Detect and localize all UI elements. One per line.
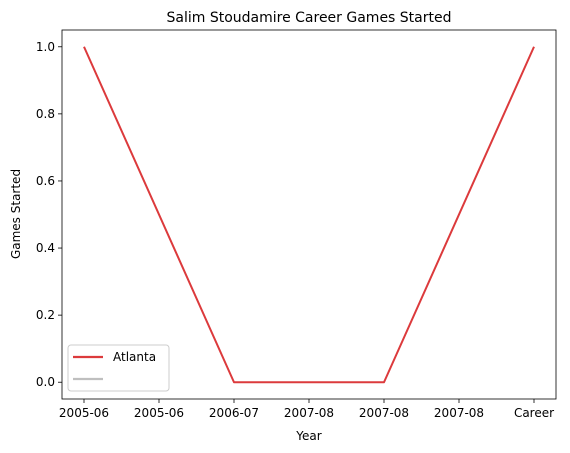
x-tick-label: 2005-06: [134, 406, 184, 420]
y-tick-label: 0.4: [36, 241, 55, 255]
chart-title: Salim Stoudamire Career Games Started: [166, 10, 451, 26]
y-tick-label: 0.8: [36, 107, 55, 121]
y-tick-label: 0.2: [36, 308, 55, 322]
legend-label: Atlanta: [113, 350, 156, 364]
series-line: [83, 46, 535, 384]
y-tick-label: 0.0: [36, 375, 55, 389]
x-axis: 2005-06 2005-06 2006-07 2007-08 2007-08 2007-…: [59, 399, 554, 420]
x-tick-label: 2007-08: [359, 406, 409, 420]
x-axis-label: Year: [295, 429, 321, 443]
series-layer: [83, 46, 535, 384]
y-axis: 0.0 0.2 0.4 0.6 0.8 1.0: [36, 40, 62, 389]
y-tick-label: 0.6: [36, 174, 55, 188]
x-tick-label: 2007-08: [284, 406, 334, 420]
x-tick-label: 2005-06: [59, 406, 109, 420]
y-tick-label: 1.0: [36, 40, 55, 54]
x-tick-label: Career: [514, 406, 554, 420]
x-tick-label: 2006-07: [209, 406, 259, 420]
plot-area: [61, 29, 557, 400]
x-tick-label: 2007-08: [434, 406, 484, 420]
legend: Atlanta: [67, 344, 170, 392]
legend-entries: Atlanta: [73, 350, 156, 381]
y-axis-label: Games Started: [9, 169, 23, 259]
